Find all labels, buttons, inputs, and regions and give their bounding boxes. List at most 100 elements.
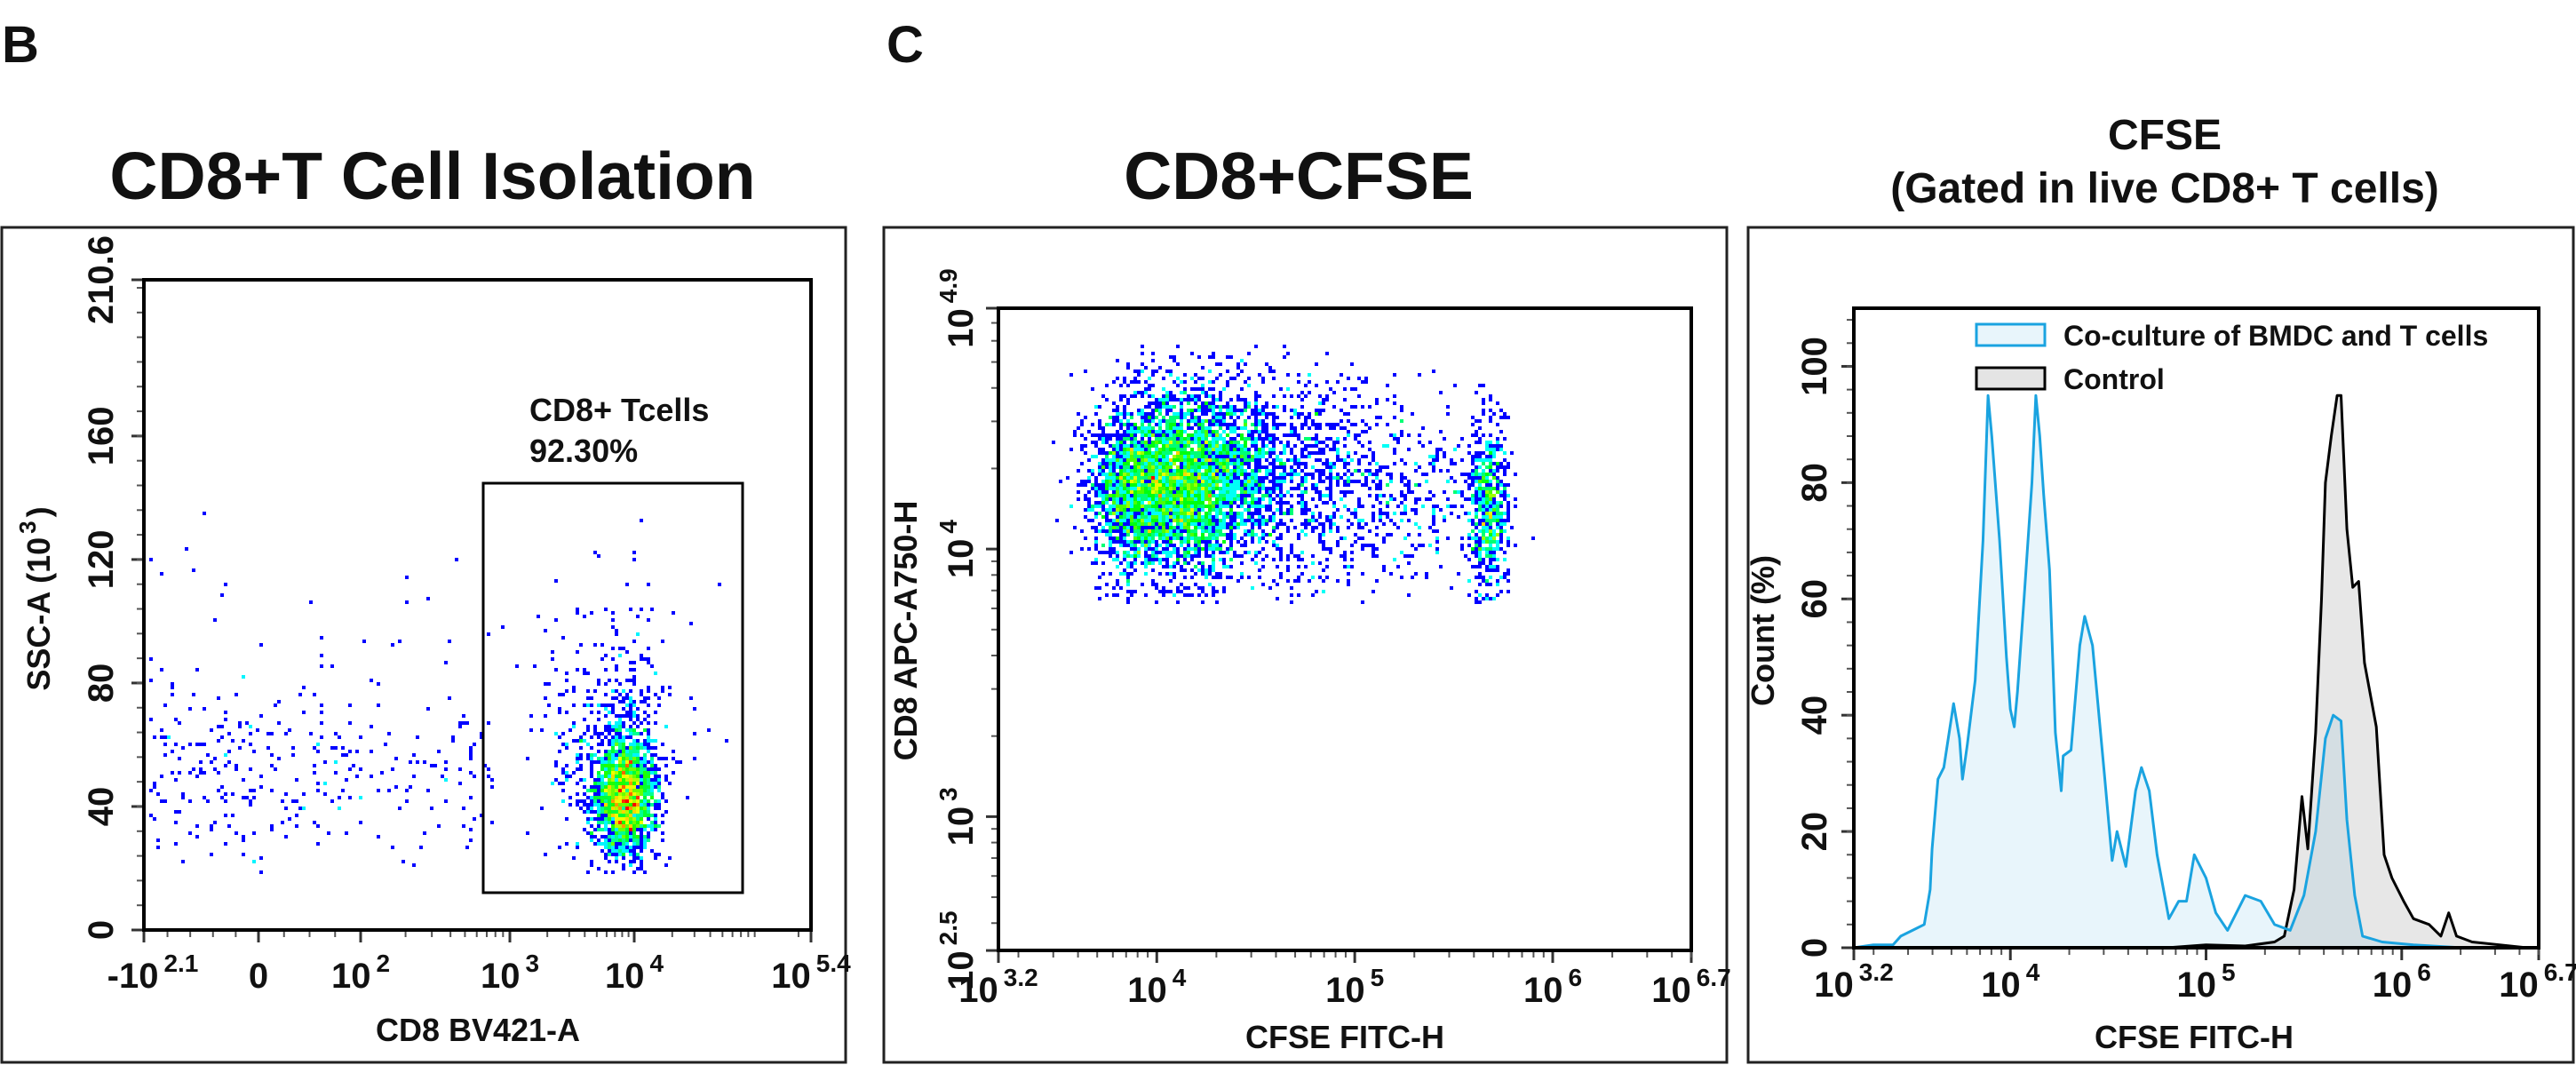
data-point <box>597 807 600 810</box>
data-point <box>1183 387 1187 391</box>
data-point <box>1183 473 1187 476</box>
data-point <box>647 647 650 650</box>
data-point <box>622 771 625 775</box>
data-point <box>1425 480 1428 483</box>
data-point <box>1382 512 1386 515</box>
data-point <box>636 714 640 718</box>
data-point <box>1123 533 1126 536</box>
data-point <box>1318 512 1322 515</box>
data-point <box>1457 444 1460 448</box>
data-point <box>487 721 490 725</box>
data-point <box>1347 433 1350 437</box>
data-point <box>1347 565 1350 568</box>
data-point <box>1112 505 1116 508</box>
data-point <box>590 775 593 778</box>
data-point <box>629 746 632 750</box>
data-point <box>618 654 622 657</box>
data-point <box>622 689 625 693</box>
data-point <box>643 814 647 817</box>
data-point <box>650 771 654 775</box>
data-point <box>1105 433 1109 437</box>
data-point <box>1219 494 1222 497</box>
data-point <box>1187 554 1190 558</box>
data-point <box>1165 441 1169 444</box>
data-point <box>1194 465 1197 469</box>
data-point <box>1141 458 1144 462</box>
data-point <box>1101 494 1105 497</box>
data-point <box>1283 405 1286 409</box>
gate-cd8-tcells[interactable] <box>481 481 744 894</box>
data-point <box>664 863 668 867</box>
data-point <box>181 796 185 799</box>
data-point <box>1101 529 1105 533</box>
data-point <box>1290 423 1293 426</box>
data-point <box>1194 473 1197 476</box>
data-point <box>1162 419 1165 423</box>
data-point <box>604 835 608 838</box>
tick-label-base: 10 <box>942 950 981 990</box>
data-point <box>1069 551 1073 554</box>
data-point <box>1343 465 1347 469</box>
data-point <box>1116 455 1119 458</box>
tick-label-exponent: 4 <box>2026 958 2040 986</box>
data-point <box>1208 419 1212 423</box>
data-point <box>689 696 693 700</box>
data-point <box>1144 366 1148 370</box>
data-point <box>1130 494 1133 497</box>
data-point <box>1489 487 1492 490</box>
data-point <box>629 810 632 814</box>
data-point <box>1201 565 1205 568</box>
data-point <box>1514 544 1517 547</box>
data-point <box>1123 551 1126 554</box>
data-point <box>1133 433 1137 437</box>
data-point <box>1169 554 1173 558</box>
data-point <box>1158 423 1162 426</box>
data-point <box>1219 391 1222 394</box>
data-point <box>1205 490 1208 494</box>
data-point <box>1354 437 1357 441</box>
data-point <box>1496 568 1499 572</box>
data-point <box>1173 480 1176 483</box>
data-point <box>615 814 618 817</box>
data-point <box>1276 508 1279 512</box>
data-point <box>551 650 554 654</box>
data-point <box>1126 590 1130 593</box>
data-point <box>590 860 593 863</box>
data-point <box>1077 490 1080 494</box>
data-point <box>611 757 615 760</box>
data-point <box>586 789 590 792</box>
tick-label-base: 0 <box>82 920 121 940</box>
data-point <box>1268 480 1272 483</box>
data-point <box>636 824 640 828</box>
data-point <box>1261 497 1265 501</box>
data-point <box>1173 448 1176 451</box>
data-point <box>1425 576 1428 579</box>
data-point <box>579 799 583 803</box>
data-point <box>583 703 586 707</box>
data-point <box>1457 490 1460 494</box>
data-point <box>654 785 657 789</box>
data-point <box>1244 533 1247 536</box>
data-point <box>1350 423 1354 426</box>
data-point <box>1247 433 1251 437</box>
data-point <box>640 863 643 867</box>
data-point <box>572 686 576 689</box>
data-point <box>1130 412 1133 416</box>
data-point <box>1137 490 1141 494</box>
data-point <box>1304 448 1308 451</box>
data-point <box>1244 544 1247 547</box>
data-point <box>1300 448 1304 451</box>
data-point <box>1393 462 1396 465</box>
data-point <box>1183 483 1187 487</box>
data-point <box>657 775 661 778</box>
data-point <box>1158 512 1162 515</box>
data-point <box>1112 487 1116 490</box>
data-point <box>1119 480 1123 483</box>
data-point <box>1240 409 1244 412</box>
data-point <box>597 760 600 764</box>
data-point <box>1212 380 1215 384</box>
data-point <box>1496 401 1499 405</box>
data-point <box>1240 497 1244 501</box>
chart-title-cd8-isolation: CD8+T Cell Isolation <box>109 139 755 213</box>
data-point <box>1201 600 1205 604</box>
